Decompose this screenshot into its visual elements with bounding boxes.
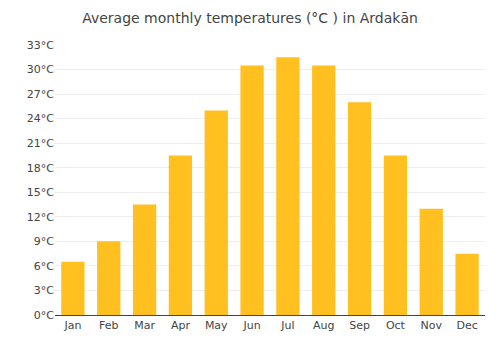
svg-text:Jul: Jul [280, 319, 294, 332]
svg-text:30°C: 30°C [27, 63, 54, 76]
svg-text:12°C: 12°C [27, 211, 54, 224]
svg-text:May: May [205, 319, 228, 332]
svg-text:21°C: 21°C [27, 137, 54, 150]
svg-text:9°C: 9°C [34, 235, 54, 248]
svg-text:Mar: Mar [134, 319, 155, 332]
svg-text:Jan: Jan [63, 319, 81, 332]
svg-text:Aug: Aug [313, 319, 334, 332]
svg-text:24°C: 24°C [27, 112, 54, 125]
svg-text:15°C: 15°C [27, 186, 54, 199]
svg-text:0°C: 0°C [34, 309, 54, 322]
svg-text:Sep: Sep [349, 319, 370, 332]
svg-text:27°C: 27°C [27, 88, 54, 101]
svg-text:Apr: Apr [171, 319, 191, 332]
svg-text:33°C: 33°C [27, 39, 54, 52]
svg-text:18°C: 18°C [27, 162, 54, 175]
svg-text:Average monthly temperatures (: Average monthly temperatures (°C ) in Ar… [82, 10, 418, 26]
svg-text:Oct: Oct [386, 319, 406, 332]
svg-text:3°C: 3°C [34, 284, 54, 297]
svg-text:6°C: 6°C [34, 260, 54, 273]
svg-text:Feb: Feb [99, 319, 118, 332]
svg-text:Dec: Dec [456, 319, 477, 332]
svg-text:Jun: Jun [242, 319, 260, 332]
svg-text:Nov: Nov [421, 319, 443, 332]
